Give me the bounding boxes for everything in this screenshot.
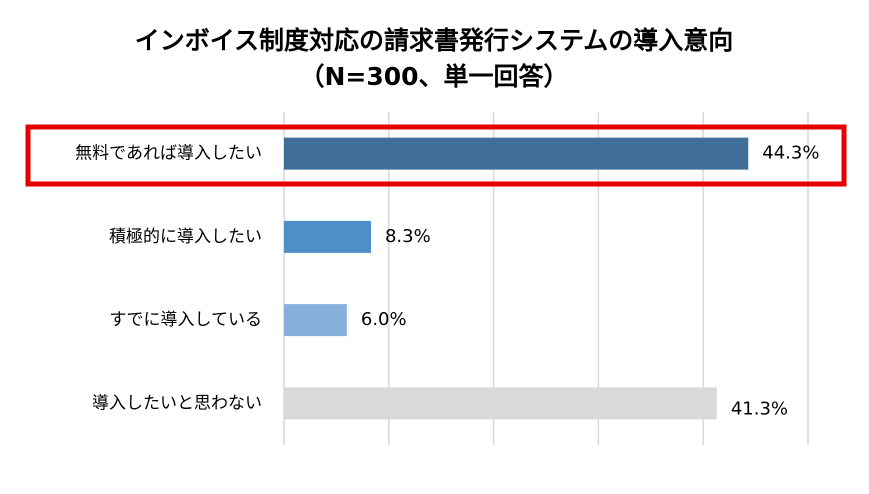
value-label: 6.0% (361, 309, 407, 330)
value-label: 8.3% (385, 226, 431, 247)
bar (284, 304, 347, 337)
category-label: 無料であれば導入したい (75, 144, 262, 164)
highlight-box (25, 124, 847, 187)
category-label: 積極的に導入したい (109, 227, 262, 247)
chart-title: インボイス制度対応の請求書発行システムの導入意向 (135, 26, 734, 55)
bar (284, 220, 371, 253)
category-label: 導入したいと思わない (92, 393, 262, 413)
bar (284, 387, 717, 420)
bar (284, 137, 749, 170)
category-label: すでに導入している (109, 310, 262, 330)
value-label: 44.3% (762, 143, 819, 164)
chart-subtitle: （N=300、単一回答） (299, 62, 568, 91)
value-label: 41.3% (731, 398, 788, 419)
